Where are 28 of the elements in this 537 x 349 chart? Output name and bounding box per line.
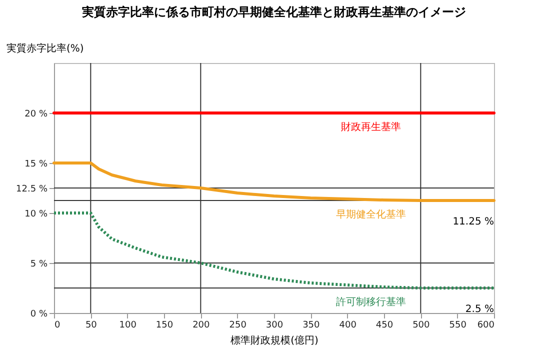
y-tick-label: 15 % <box>24 160 48 170</box>
x-tick-label: 600 <box>477 320 495 330</box>
y-tick-label: 10 % <box>24 210 48 220</box>
y-tick-label: 20 % <box>24 110 48 120</box>
x-tick-label: 500 <box>412 320 430 330</box>
series-label: 早期健全化基準 <box>336 208 406 220</box>
y-tick-label: 12.5 % <box>16 184 48 194</box>
series-label: 許可制移行基準 <box>336 296 406 308</box>
x-tick-label: 450 <box>376 320 394 330</box>
y-tick-label: 5 % <box>30 260 48 270</box>
line-series <box>52 162 496 202</box>
y-axis-title: 実質赤字比率(%) <box>6 42 84 54</box>
x-tick-label: 0 <box>54 320 60 330</box>
x-tick-label: 350 <box>302 320 320 330</box>
x-tick-label: 200 <box>192 320 210 330</box>
x-tick-label: 300 <box>266 320 284 330</box>
x-axis-title: 標準財政規模(億円) <box>230 334 318 346</box>
annotation: 11.25 % <box>452 216 494 228</box>
x-tick-label: 150 <box>156 320 174 330</box>
x-tick-label: 250 <box>229 320 247 330</box>
x-tick-label: 50 <box>85 320 98 330</box>
x-tick-label: 400 <box>339 320 357 330</box>
x-tick-label: 100 <box>119 320 137 330</box>
y-tick-label: 0 % <box>30 310 48 320</box>
x-tick-label: 550 <box>449 320 467 330</box>
series-label: 財政再生基準 <box>340 121 401 133</box>
chart-title: 実質赤字比率に係る市町村の早期健全化基準と財政再生基準のイメージ <box>81 5 466 19</box>
annotation: 2.5 % <box>465 304 494 315</box>
